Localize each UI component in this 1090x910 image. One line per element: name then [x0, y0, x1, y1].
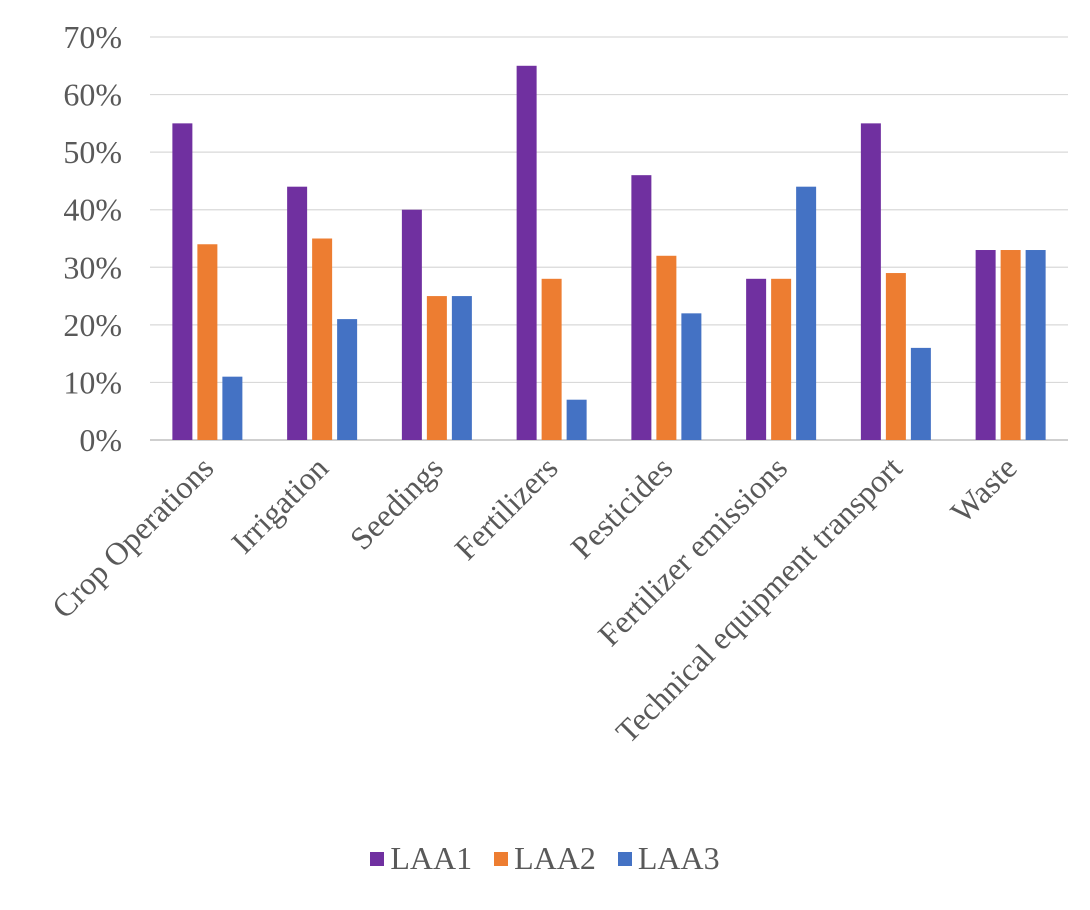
y-tick-label: 30% [63, 249, 122, 285]
legend-swatch [370, 851, 385, 866]
y-tick-label: 50% [63, 134, 122, 170]
y-tick-label: 10% [63, 364, 122, 400]
y-tick-label: 0% [79, 422, 122, 458]
legend-label: LAA3 [637, 840, 720, 876]
bar-laa1-8 [975, 250, 996, 440]
legend-label: LAA1 [390, 840, 473, 876]
y-tick-label: 40% [63, 192, 122, 228]
bar-laa2-1 [197, 244, 218, 440]
bar-laa2-3 [426, 296, 447, 440]
legend-label: LAA2 [514, 840, 596, 876]
x-tick-label: Fertilizer emissions [591, 449, 794, 652]
bar-laa3-1 [222, 376, 243, 440]
bar-laa1-2 [287, 186, 308, 440]
y-tick-label: 60% [63, 77, 122, 113]
bar-laa2-2 [312, 238, 333, 440]
bar-laa1-6 [746, 278, 767, 440]
legend-item-laa1: LAA1 [370, 840, 472, 877]
bar-laa1-7 [860, 123, 881, 440]
x-tick-label: Waste [943, 449, 1023, 529]
bar-laa2-5 [656, 255, 677, 440]
legend-swatch [494, 851, 509, 866]
bar-laa3-4 [566, 399, 587, 440]
bar-laa1-4 [516, 65, 537, 441]
x-tick-label: Crop Operations [45, 449, 221, 625]
bar-laa2-4 [541, 278, 562, 440]
bar-laa2-7 [885, 273, 906, 440]
x-tick-label: Pesticides [563, 449, 679, 565]
bar-laa2-8 [1000, 250, 1021, 440]
bar-laa3-2 [337, 319, 358, 440]
bar-chart-svg: 0% 10% 20% 30% 40% 50% 60% 70% Crop Operations I… [45, 19, 1068, 750]
x-axis-ticks: Crop Operations Irrigation SeedingsFertili… [45, 449, 1024, 749]
x-tick-label: Fertilizers [447, 449, 564, 566]
bar-laa1-5 [631, 175, 652, 440]
legend: LAA1 LAA2 LAA3 [0, 840, 1090, 877]
legend-item-laa3: LAA3 [617, 840, 720, 877]
bar-laa3-7 [910, 347, 931, 440]
bar-laa3-5 [681, 313, 702, 440]
bars [172, 65, 1046, 441]
bar-laa1-3 [401, 209, 422, 440]
bar-laa3-6 [796, 186, 817, 440]
bar-laa3-3 [451, 296, 472, 440]
y-tick-label: 20% [63, 307, 122, 343]
legend-item-laa2: LAA2 [494, 840, 596, 877]
y-axis-ticks: 0% 10% 20% 30% 40% 50% 60% 70% [63, 19, 122, 458]
y-tick-label: 70% [63, 19, 122, 55]
bar-laa3-8 [1025, 250, 1046, 440]
x-tick-label: Seedings [343, 449, 450, 556]
bar-laa2-6 [771, 278, 792, 440]
legend-swatch [617, 851, 632, 866]
x-tick-label: Irrigation [224, 449, 335, 560]
bar-laa1-1 [172, 123, 193, 440]
